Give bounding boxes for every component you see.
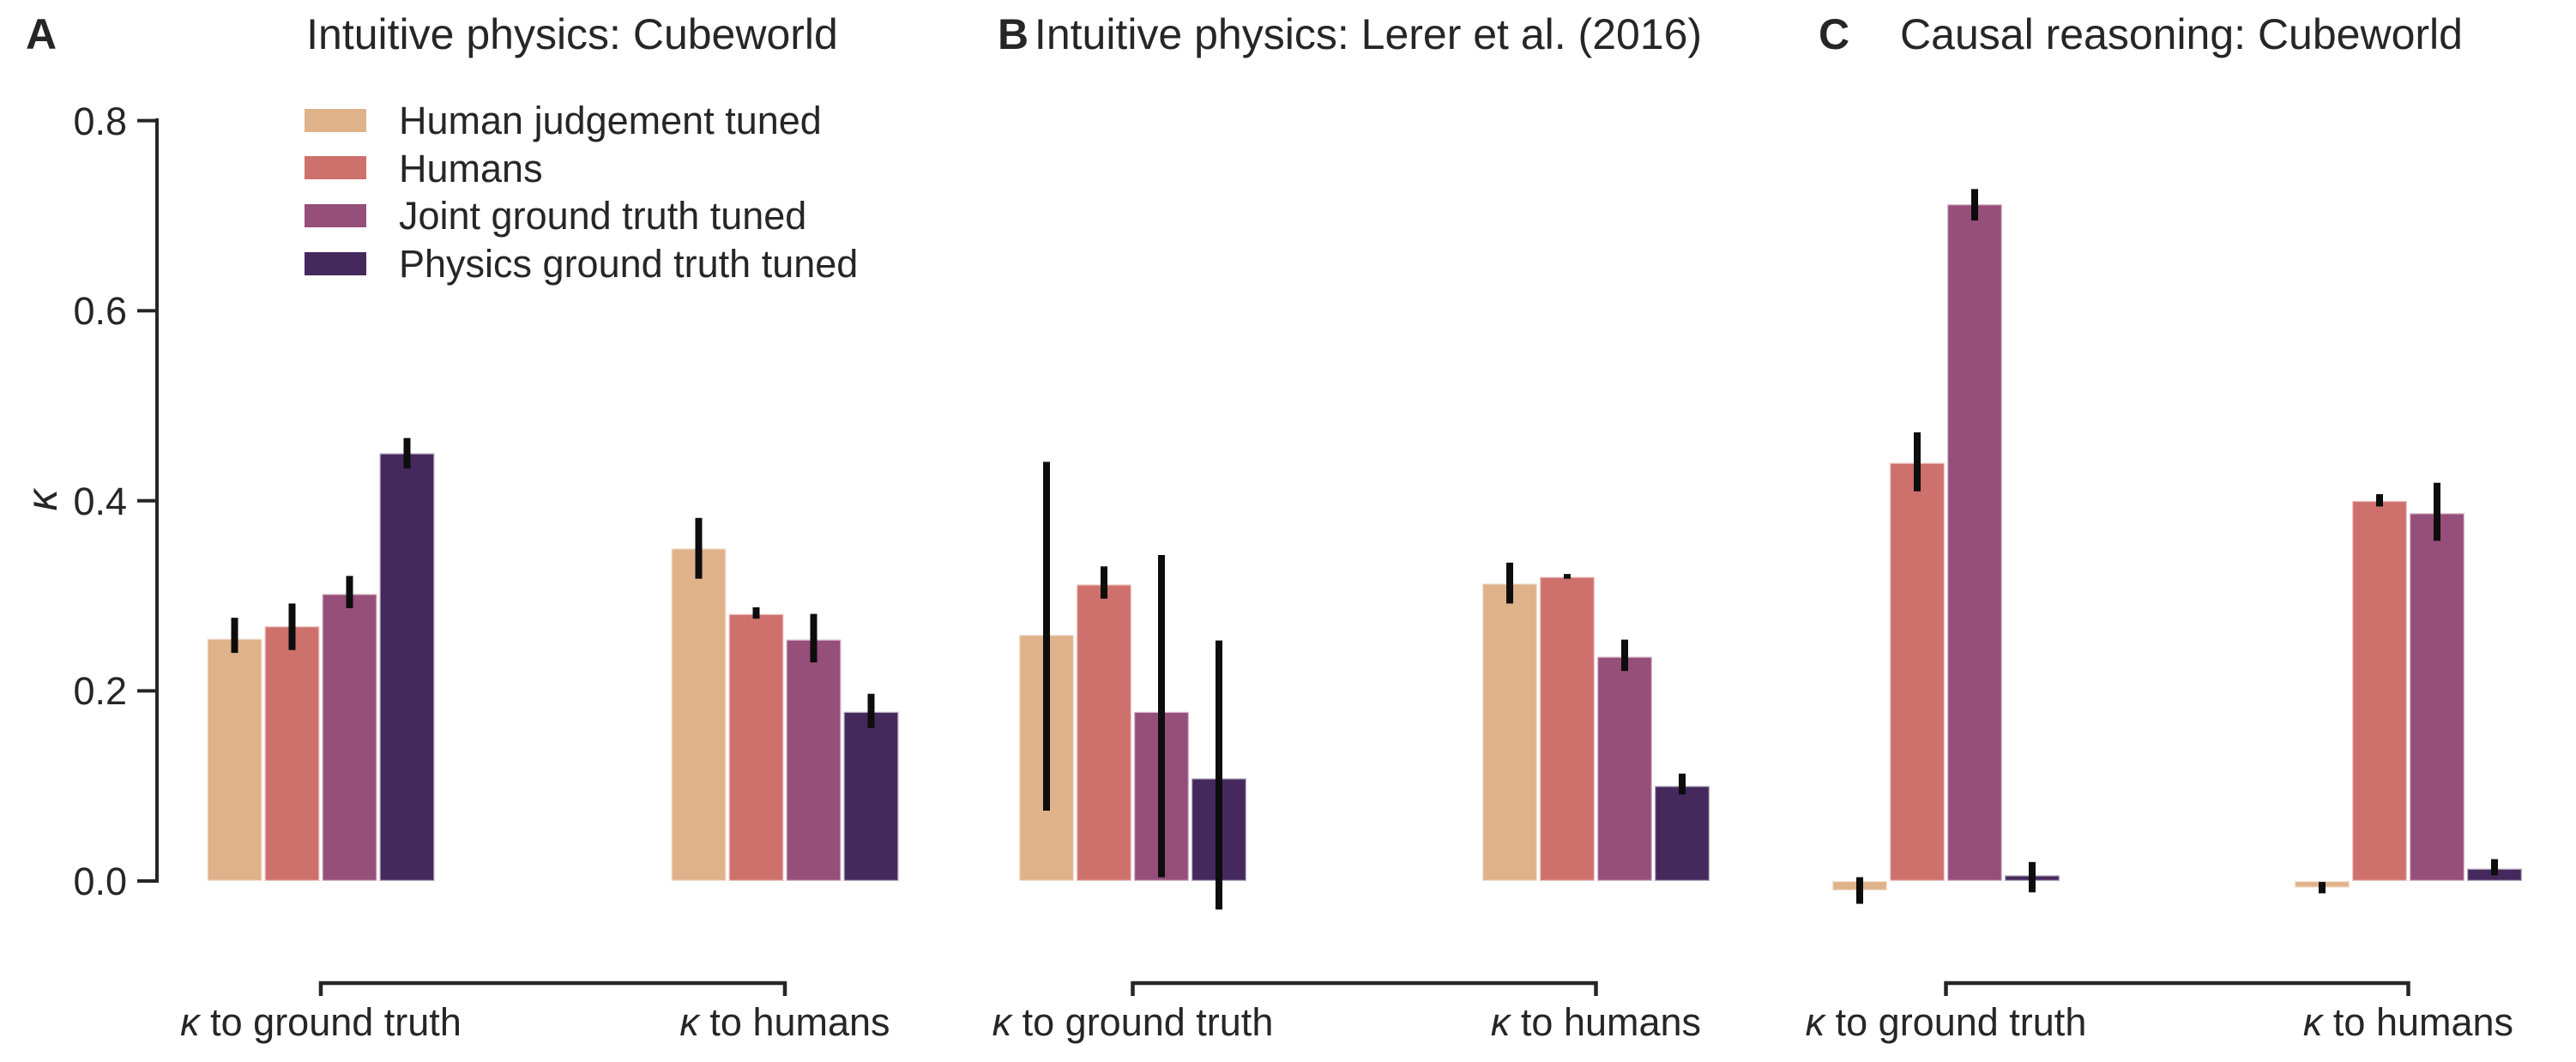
bar-A-group2-series4 (842, 710, 900, 883)
x-label-a-ground-truth: κ to ground truth (180, 1000, 462, 1044)
kappa-glyph: κ (992, 1000, 1014, 1044)
bar-B-group2-series3 (1596, 655, 1654, 883)
x-label-suffix: to ground truth (1011, 1000, 1273, 1044)
category-bracket-b (1131, 981, 1598, 996)
x-label-a-humans: κ to humans (679, 1000, 890, 1044)
bar-A-group2-series3 (785, 638, 842, 883)
panel-title-a: Intuitive physics: Cubeworld (306, 10, 838, 58)
legend-label-joint-ground-truth-tuned: Joint ground truth tuned (399, 194, 806, 238)
x-label-c-ground-truth: κ to ground truth (1806, 1000, 2087, 1044)
x-label-c-humans: κ to humans (2303, 1000, 2513, 1044)
bars-layer-A (206, 437, 900, 883)
panel-letter-a: A (26, 10, 57, 58)
bar-A-group1-series3 (321, 593, 378, 883)
kappa-glyph: κ (180, 1000, 202, 1044)
y-tick-label-0.0: 0.0 (73, 860, 127, 903)
bar-A-group1-series1 (206, 637, 263, 883)
y-tick-label-0.2: 0.2 (73, 669, 127, 713)
x-label-suffix: to humans (2322, 1000, 2513, 1044)
x-label-b-humans: κ to humans (1491, 1000, 1701, 1044)
legend-label-humans: Humans (399, 147, 543, 190)
y-tick-label-0.8: 0.8 (73, 100, 127, 143)
bar-B-group2-series1 (1481, 582, 1539, 883)
y-tick-label-0.4: 0.4 (73, 480, 127, 523)
y-tick-label-0.6: 0.6 (73, 289, 127, 333)
y-axis-label-kappa: κ (18, 487, 66, 511)
legend-label-human-judgement-tuned: Human judgement tuned (399, 99, 822, 142)
x-label-suffix: to ground truth (200, 1000, 462, 1044)
kappa-glyph: κ (2303, 1000, 2325, 1044)
panel-title-b: Intuitive physics: Lerer et al. (2016) (1035, 10, 1702, 58)
bar-B-group2-series4 (1653, 784, 1711, 883)
panel-letter-b: B (998, 10, 1029, 58)
kappa-glyph: κ (679, 1000, 701, 1044)
bar-C-group2-series2 (2350, 499, 2409, 883)
x-label-suffix: to humans (1510, 1000, 1701, 1044)
panel-letter-c: C (1819, 10, 1849, 58)
bar-B-group2-series2 (1538, 576, 1596, 883)
bar-C-group1-series2 (1888, 462, 1946, 883)
bar-C-group2-series3 (2408, 511, 2466, 883)
x-label-suffix: to humans (699, 1000, 890, 1044)
kappa-glyph: κ (1806, 1000, 1827, 1044)
category-bracket-a (318, 981, 787, 996)
legend-swatch-joint-ground-truth-tuned (305, 204, 366, 227)
bar-C-group1-series3 (1946, 202, 2004, 883)
kappa-glyph: κ (1491, 1000, 1512, 1044)
x-label-b-ground-truth: κ to ground truth (992, 1000, 1274, 1044)
y-axis: 0.0 0.2 0.4 0.6 0.8 κ (18, 100, 159, 903)
bar-A-group1-series2 (263, 625, 321, 883)
x-label-suffix: to ground truth (1825, 1000, 2086, 1044)
legend-swatch-humans (305, 156, 366, 179)
bar-B-group1-series2 (1075, 583, 1133, 883)
bar-A-group1-series4 (378, 452, 436, 883)
bar-A-group2-series1 (670, 546, 727, 883)
panel-title-c: Causal reasoning: Cubeworld (1900, 10, 2463, 58)
legend-swatch-physics-ground-truth-tuned (305, 252, 366, 275)
bar-A-group2-series2 (727, 612, 785, 883)
category-bracket-c (1944, 981, 2410, 996)
legend: Human judgement tuned Humans Joint groun… (305, 99, 858, 286)
legend-label-physics-ground-truth-tuned: Physics ground truth tuned (399, 242, 858, 286)
legend-swatch-human-judgement-tuned (305, 109, 366, 132)
bars-layer-B (1017, 462, 1711, 910)
bars-layer-C (1831, 189, 2524, 904)
